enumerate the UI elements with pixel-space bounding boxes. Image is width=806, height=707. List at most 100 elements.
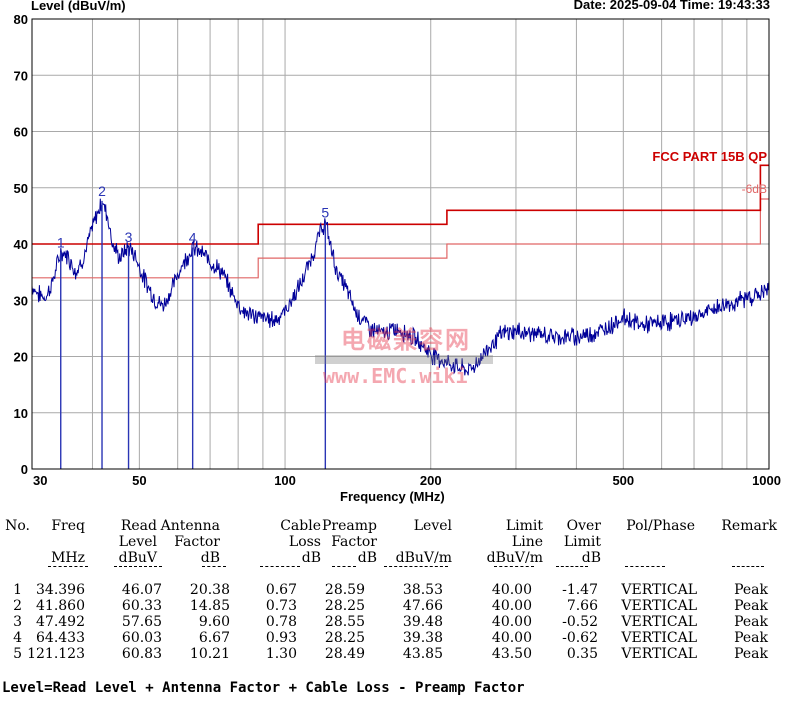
x-tick-label: 100 <box>274 473 296 488</box>
x-tick-label: 200 <box>420 473 442 488</box>
table-cell: Peak <box>734 598 768 614</box>
marker-label-4: 4 <box>189 229 197 245</box>
level-formula: Level=Read Level + Antenna Factor + Cabl… <box>2 680 525 696</box>
table-cell: 14.85 <box>189 598 230 614</box>
table-cell: 64.433 <box>36 630 85 646</box>
table-cell: 39.48 <box>402 614 443 630</box>
y-tick-label: 60 <box>14 125 28 140</box>
table-cell: 60.33 <box>121 598 162 614</box>
limit-line <box>32 164 769 245</box>
table-header-cell: Factor <box>174 534 220 550</box>
table-cell: 34.396 <box>36 582 85 598</box>
table-header-cell: dBuV/m <box>395 550 452 566</box>
header-rule <box>48 566 88 567</box>
y-tick-label: 30 <box>14 293 28 308</box>
table-cell: 0.73 <box>265 598 297 614</box>
header-rule <box>384 566 448 567</box>
table-cell: 28.49 <box>324 646 365 662</box>
table-cell: -1.47 <box>562 582 598 598</box>
table-cell: 6.67 <box>198 630 230 646</box>
table-cell: 0.67 <box>265 582 297 598</box>
table-header-cell: dBuV <box>118 550 157 566</box>
y-tick-label: 20 <box>14 350 28 365</box>
table-cell: 4 <box>13 630 22 646</box>
date-time-stamp: Date: 2025-09-04 Time: 19:43:33 <box>573 0 770 12</box>
table-cell: Peak <box>734 614 768 630</box>
emission-trace-group <box>31 198 770 376</box>
header-rule <box>114 566 162 567</box>
table-cell: 10.21 <box>189 646 230 662</box>
table-header-cell: dB <box>200 550 220 566</box>
table-header-cell: Level <box>118 534 157 550</box>
table-cell: 41.860 <box>36 598 85 614</box>
table-header-cell: No. <box>5 518 30 534</box>
marker-label-1: 1 <box>57 234 65 250</box>
table-cell: 1 <box>13 582 22 598</box>
table-header-cell: dB <box>357 550 377 566</box>
table-cell: 43.85 <box>402 646 443 662</box>
table-cell: 47.492 <box>36 614 85 630</box>
marker-label-2: 2 <box>98 183 106 199</box>
table-header-cell: Remark <box>721 518 777 534</box>
limit-lines: FCC PART 15B QP -6dB <box>32 149 769 279</box>
table-cell: 7.66 <box>566 598 598 614</box>
table-header-cell: Loss <box>288 534 321 550</box>
table-cell: 28.55 <box>324 614 365 630</box>
table-header-cell: Antenna <box>160 518 220 534</box>
table-cell: 38.53 <box>402 582 443 598</box>
table-header-cell: dB <box>301 550 321 566</box>
y-axis-label: Level (dBuV/m) <box>31 0 126 13</box>
x-tick-label: 1000 <box>752 473 781 488</box>
header-rule <box>625 566 665 567</box>
table-cell: 40.00 <box>491 630 532 646</box>
emission-trace <box>31 198 770 376</box>
table-cell: 1.30 <box>265 646 297 662</box>
table-cell: -0.52 <box>562 614 598 630</box>
watermark-text-cn: 电磁兼容网 <box>341 326 471 354</box>
table-cell: VERTICAL <box>621 614 697 630</box>
table-cell: 57.65 <box>121 614 162 630</box>
x-axis-label: Frequency (MHz) <box>340 489 445 504</box>
site-watermark: 电磁兼容网 www.EMC.wiki <box>315 320 495 390</box>
table-cell: 28.25 <box>324 598 365 614</box>
y-tick-label: 80 <box>14 12 28 27</box>
table-header-cell: Cable <box>280 518 321 534</box>
table-cell: 40.00 <box>491 582 532 598</box>
limit-name-label: FCC PART 15B QP <box>652 149 767 164</box>
table-cell: 0.78 <box>265 614 297 630</box>
table-cell: 60.03 <box>121 630 162 646</box>
y-tick-label: 70 <box>14 68 28 83</box>
header-rule <box>202 566 226 567</box>
table-cell: 46.07 <box>121 582 162 598</box>
table-header-cell: Factor <box>331 534 377 550</box>
table-cell: VERTICAL <box>621 646 697 662</box>
table-header-cell: Freq <box>51 518 85 534</box>
table-header-cell: Limit <box>505 518 543 534</box>
emission-chart: FCC PART 15B QP -6dB 1 2 3 4 5 0 10 20 30 40 50 60 7… <box>14 12 781 488</box>
table-header-cell: Preamp <box>322 518 377 534</box>
table-cell: 43.50 <box>491 646 532 662</box>
table-cell: 3 <box>13 614 22 630</box>
table-cell: 39.38 <box>402 630 443 646</box>
table-header-cell: dB <box>581 550 601 566</box>
header-rule <box>494 566 534 567</box>
table-cell: 0.93 <box>265 630 297 646</box>
table-header-cell: MHz <box>51 550 85 566</box>
table-cell: Peak <box>734 630 768 646</box>
table-cell: 5 <box>13 646 22 662</box>
table-cell: 9.60 <box>198 614 230 630</box>
header-rule <box>260 566 300 567</box>
table-cell: 20.38 <box>189 582 230 598</box>
measurement-table: No. Freq MHz Read Level dBuV Antenna Factor dB Ca… <box>0 514 806 664</box>
table-cell: VERTICAL <box>621 598 697 614</box>
table-header-cell: Limit <box>563 534 601 550</box>
header-rule <box>732 566 764 567</box>
table-header-cell: Read <box>120 518 157 534</box>
table-cell: 47.66 <box>402 598 443 614</box>
table-cell: 28.25 <box>324 630 365 646</box>
watermark-url: www.EMC.wiki <box>323 364 468 388</box>
header-rule <box>556 566 588 567</box>
table-cell: Peak <box>734 582 768 598</box>
table-cell: -0.62 <box>562 630 598 646</box>
table-cell: 40.00 <box>491 598 532 614</box>
